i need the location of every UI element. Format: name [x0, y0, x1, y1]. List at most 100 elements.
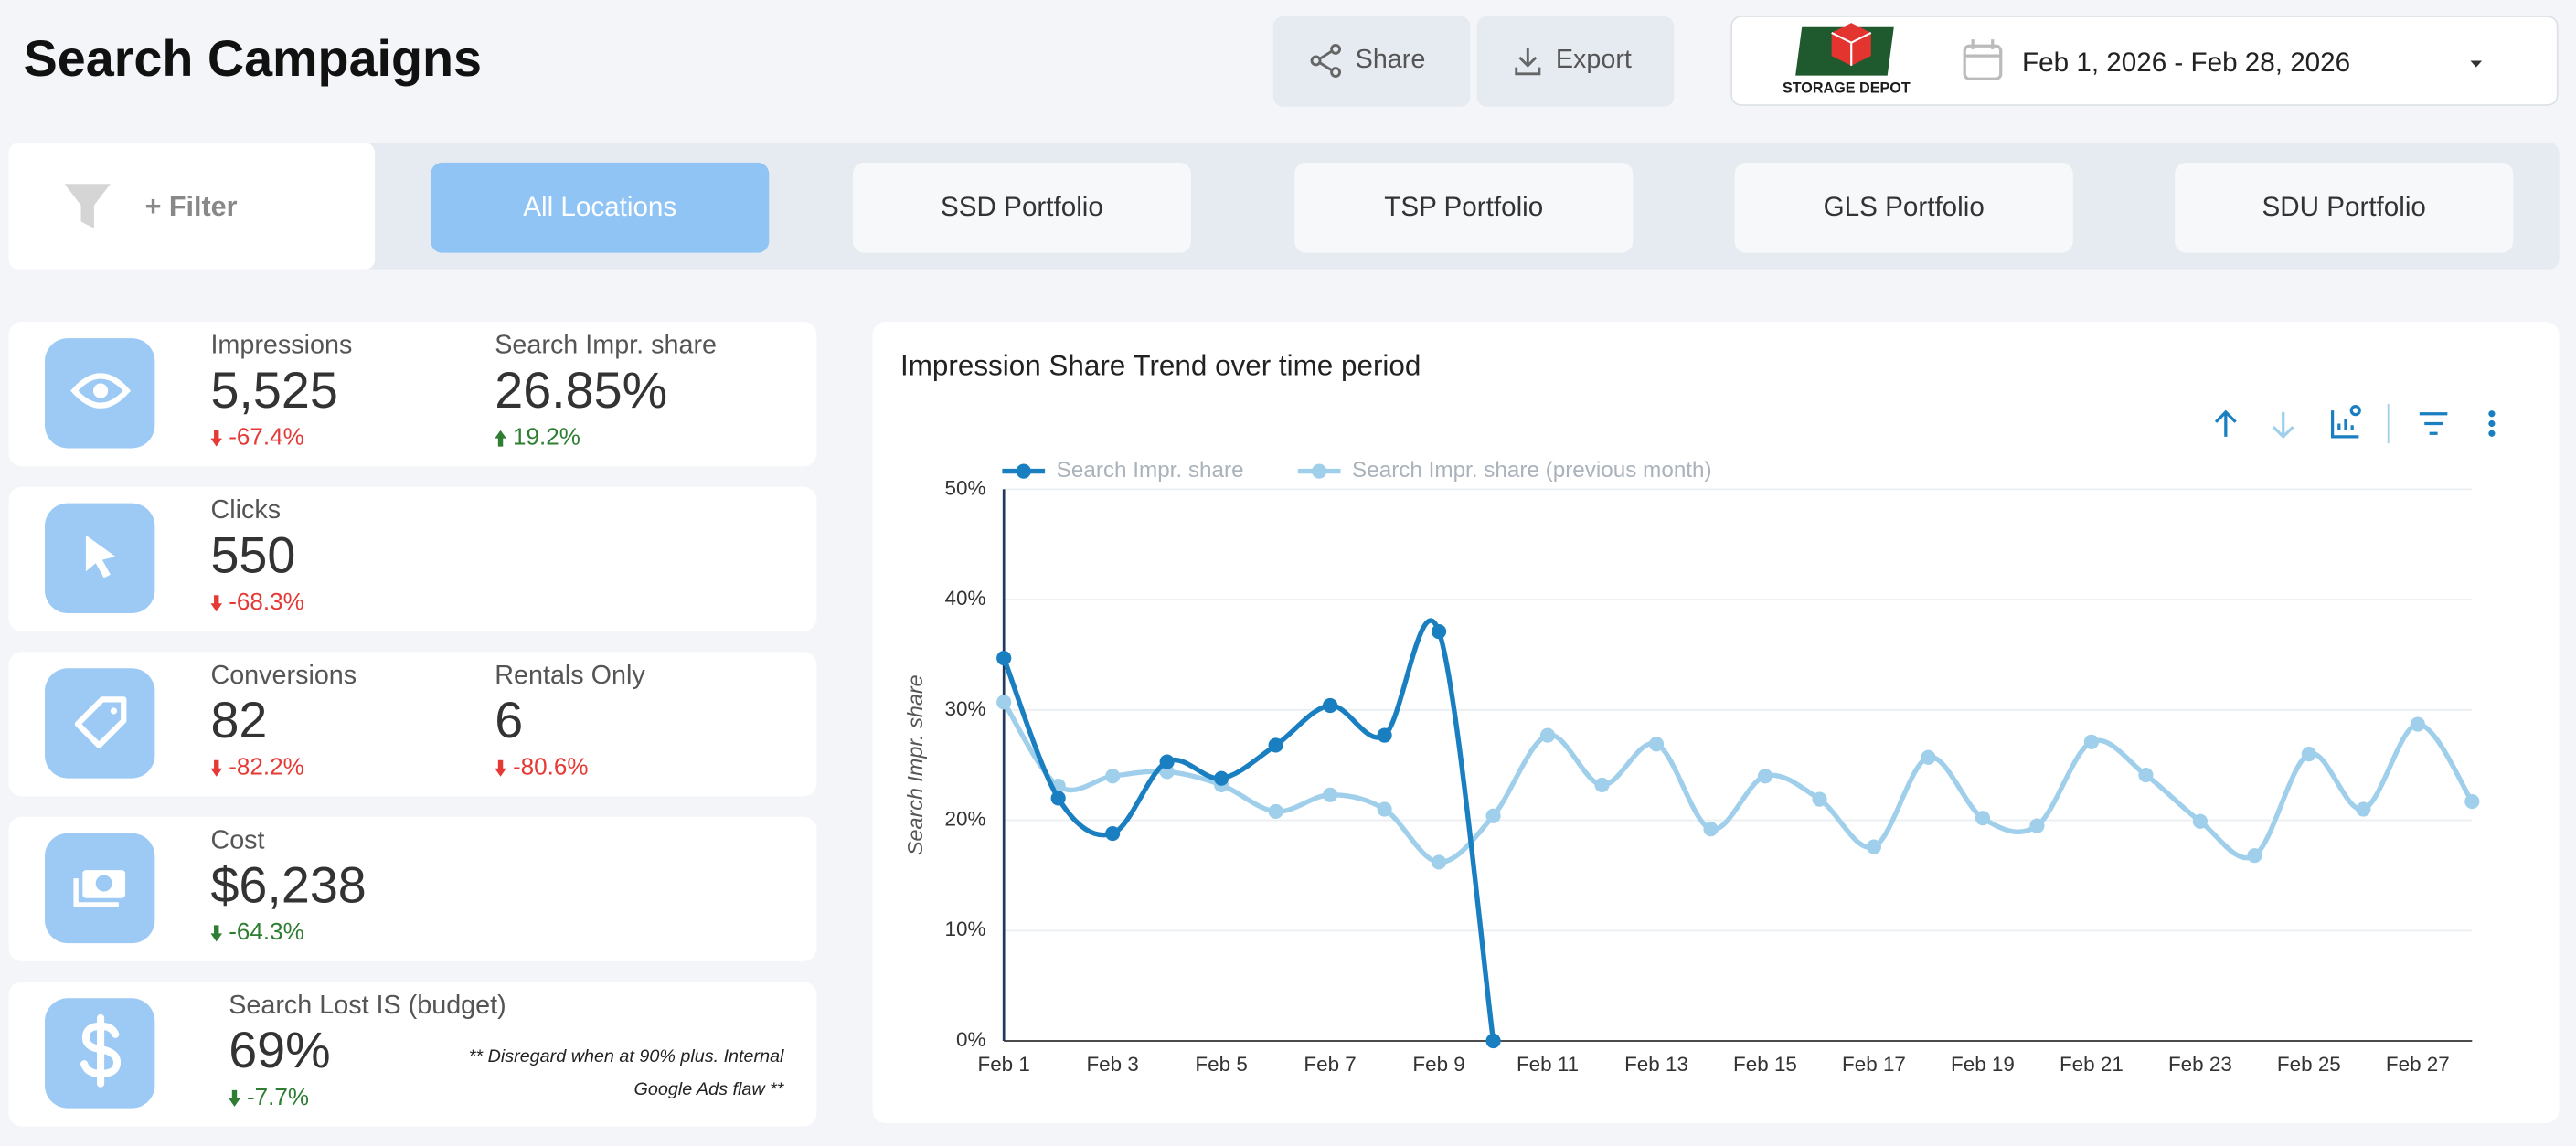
kpi-value: 550 — [210, 526, 295, 583]
logo-text: STORAGE DEPOT — [1783, 80, 1911, 96]
chart-card — [872, 322, 2560, 1123]
kpi-icon — [74, 696, 127, 748]
tab-label: SSD Portfolio — [941, 192, 1103, 222]
tab-label: GLS Portfolio — [1824, 192, 1985, 222]
kpi-value: 69% — [229, 1022, 330, 1078]
export-label: Export — [1556, 45, 1632, 74]
kpi-change: -82.2% — [229, 753, 304, 780]
icon-part — [80, 1013, 122, 1088]
data-point — [996, 651, 1012, 666]
kpi-card-bg — [8, 322, 817, 467]
x-tick-label: Feb 1 — [977, 1053, 1029, 1076]
kpi-note: Google Ads flaw ** — [634, 1079, 785, 1099]
kpi-change: -67.4% — [229, 423, 304, 451]
data-point — [2138, 767, 2154, 783]
tab[interactable] — [1294, 162, 1634, 253]
data-point — [1703, 822, 1719, 837]
kpi-arrow — [210, 430, 223, 447]
data-point — [2192, 813, 2208, 829]
kpi-card-bg — [8, 652, 817, 797]
filter-box[interactable] — [8, 143, 376, 270]
kpi-value: 6 — [495, 692, 523, 748]
x-tick-label: Feb 15 — [1733, 1053, 1797, 1076]
kpi-value: 26.85% — [495, 362, 667, 419]
calendar-icon — [1963, 39, 2003, 80]
legend-label: Search Impr. share — [1057, 458, 1244, 483]
kpi-icon — [73, 870, 126, 907]
legend-dot — [1312, 463, 1327, 479]
kpi-note: ** Disregard when at 90% plus. Internal — [469, 1046, 784, 1066]
kpi-icon — [80, 1013, 122, 1088]
kpi-arrow — [210, 595, 223, 612]
data-point — [2464, 793, 2480, 810]
data-point — [1539, 727, 1556, 743]
data-point — [1812, 791, 1827, 807]
x-tick-label: Feb 11 — [1517, 1053, 1579, 1076]
y-axis-label: Search Impr. share — [903, 674, 927, 855]
x-tick-label: Feb 5 — [1195, 1053, 1247, 1076]
kpi-icon — [70, 373, 132, 409]
y-tick-label: 10% — [945, 918, 986, 940]
data-point — [1757, 769, 1773, 784]
kpi-value: 82 — [210, 692, 267, 748]
data-point — [1431, 854, 1447, 870]
data-point — [2247, 848, 2262, 864]
x-tick-label: Feb 7 — [1304, 1053, 1356, 1076]
icon-part — [70, 373, 132, 409]
tab-label: All Locations — [523, 192, 676, 222]
kpi-arrow — [229, 1089, 240, 1107]
data-point — [996, 695, 1012, 710]
data-point — [1485, 1033, 1501, 1049]
sort-down[interactable] — [2272, 411, 2294, 440]
data-point — [1050, 791, 1066, 806]
kpi-arrow — [210, 759, 223, 777]
x-tick-label: Feb 23 — [2168, 1053, 2232, 1076]
tab[interactable] — [852, 162, 1192, 253]
kpi-label: Search Impr. share — [495, 331, 717, 360]
export-button[interactable] — [1476, 16, 1675, 107]
data-point — [1105, 825, 1121, 842]
data-point — [2356, 801, 2371, 817]
legend-label: Search Impr. share (previous month) — [1352, 458, 1712, 483]
filter-tool[interactable] — [2419, 412, 2448, 435]
x-tick-label: Feb 19 — [1951, 1053, 2015, 1076]
icon-part — [110, 707, 118, 715]
kpi-change: -64.3% — [229, 918, 304, 945]
kpi-value: $6,238 — [210, 857, 366, 914]
kpi-label: Impressions — [210, 331, 352, 360]
data-point — [1975, 811, 1991, 826]
sort-up[interactable] — [2214, 409, 2237, 437]
kpi-change: 19.2% — [513, 423, 580, 451]
data-point — [2301, 747, 2316, 762]
chart-settings[interactable] — [2330, 410, 2359, 439]
kpi-card-bg — [8, 486, 817, 631]
kpi-change: -80.6% — [513, 753, 589, 780]
data-point — [1377, 801, 1392, 817]
kpi-arrow — [495, 430, 506, 447]
y-tick-label: 50% — [945, 476, 986, 499]
data-point — [1214, 770, 1229, 786]
tab-label: TSP Portfolio — [1384, 192, 1543, 222]
page-title: Search Campaigns — [24, 30, 482, 87]
kpi-label: Rentals Only — [495, 661, 645, 690]
date-selector[interactable]: STORAGE DEPOT Feb 1, 2026 - Feb 28, 2026 — [1730, 16, 2559, 106]
icon-part — [74, 696, 127, 748]
data-point — [1323, 697, 1338, 714]
y-tick-label: 0% — [956, 1028, 985, 1051]
kpi-value: 5,525 — [210, 362, 337, 419]
share-button[interactable] — [1272, 16, 1471, 107]
data-point — [1377, 727, 1392, 743]
data-point — [1323, 787, 1338, 802]
tab[interactable] — [431, 162, 770, 253]
more-menu[interactable] — [2488, 410, 2496, 437]
tab[interactable] — [2175, 162, 2514, 253]
tab[interactable] — [1734, 162, 2073, 253]
data-point — [1105, 769, 1121, 784]
kpi-label: Cost — [210, 825, 264, 854]
dropdown-caret — [2470, 60, 2483, 68]
kpi-arrow — [495, 759, 506, 777]
data-point — [2029, 818, 2045, 833]
data-point — [2410, 716, 2425, 732]
date-range: Feb 1, 2026 - Feb 28, 2026 — [2022, 48, 2350, 78]
